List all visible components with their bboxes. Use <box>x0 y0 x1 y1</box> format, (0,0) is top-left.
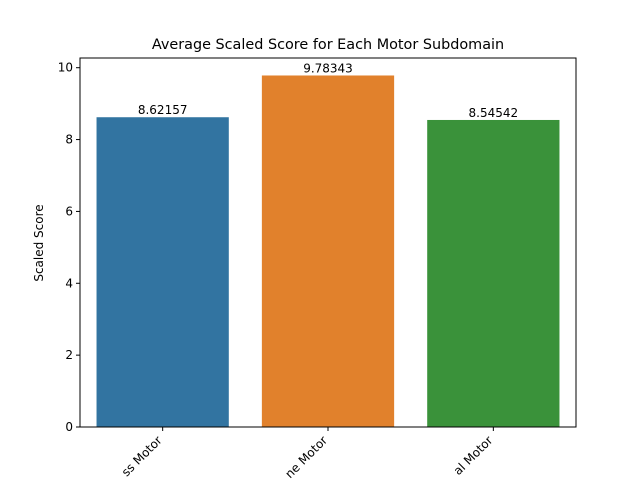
y-tick-label-4: 8 <box>65 133 73 147</box>
x-tick-label-1: ne Motor <box>282 433 330 480</box>
x-tick-label-0: ss Motor <box>119 433 165 479</box>
y-tick-label-5: 10 <box>58 61 73 75</box>
bar-2 <box>427 119 560 427</box>
bar-value-label-0: 8.62157 <box>138 103 188 117</box>
y-axis-label: Scaled Score <box>32 204 46 281</box>
bar-0 <box>96 117 229 428</box>
x-axis: ss Motor ne Motor al Motor <box>119 427 496 480</box>
plot-frame <box>79 57 577 428</box>
y-tick-label-0: 0 <box>65 420 73 434</box>
x-tick-label-2: al Motor <box>451 433 496 478</box>
bars-group: 8.62157 9.78343 8.54542 <box>96 61 560 428</box>
y-tick-label-3: 6 <box>65 204 73 218</box>
y-tick-label-2: 4 <box>65 276 73 290</box>
y-tick-label-1: 2 <box>65 348 73 362</box>
chart-title: Average Scaled Score for Each Motor Subd… <box>152 37 504 53</box>
bar-value-label-2: 8.54542 <box>469 106 519 120</box>
y-axis: 0 2 4 6 8 10 <box>58 61 80 434</box>
bar-1 <box>261 75 395 427</box>
bar-value-label-1: 9.78343 <box>303 61 353 75</box>
